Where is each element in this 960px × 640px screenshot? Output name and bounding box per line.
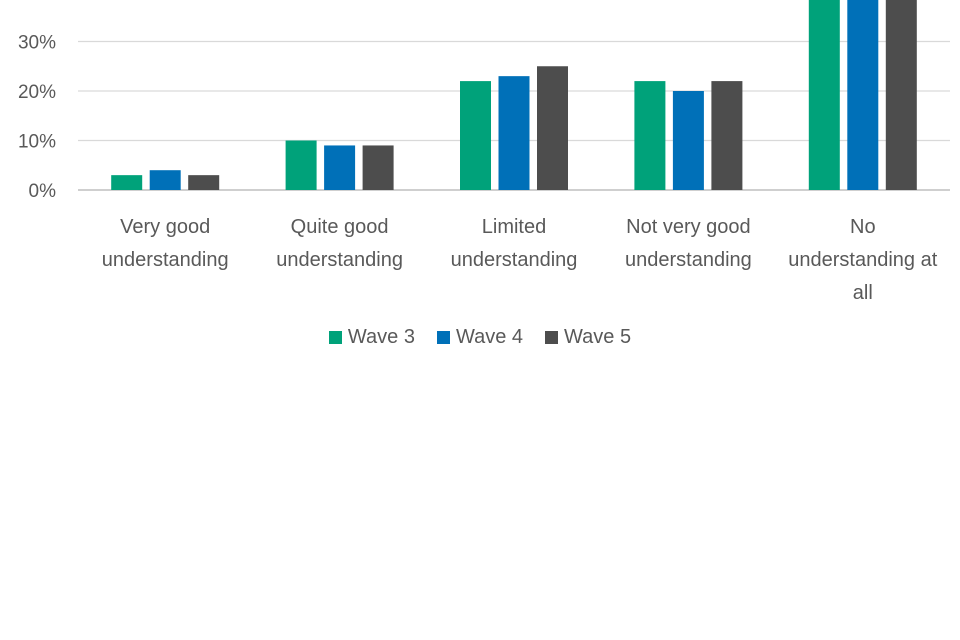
bar	[711, 81, 743, 190]
y-tick-label: 0%	[29, 181, 57, 202]
legend-swatch	[436, 331, 450, 344]
y-tick-label: 30%	[18, 33, 56, 54]
bar	[324, 145, 356, 190]
x-category-label: Limited understanding	[451, 216, 578, 271]
bar	[285, 140, 317, 190]
bar	[188, 175, 220, 190]
legend: Wave 3 Wave 4 Wave 5	[0, 326, 960, 349]
bar	[460, 81, 491, 190]
bar	[885, 0, 917, 190]
legend-label: Wave 5	[564, 326, 632, 348]
y-axis-ticks: 0% 10% 20% 30% 40%	[18, 0, 56, 202]
bar	[111, 175, 143, 190]
x-category-label: Quite good understanding	[276, 216, 403, 271]
legend-swatch	[328, 331, 342, 344]
legend-label: Wave 4	[455, 326, 524, 348]
legend-item: Wave 4	[436, 326, 524, 349]
bar	[149, 170, 181, 190]
bar	[362, 145, 394, 190]
bar	[537, 66, 568, 190]
bar	[634, 81, 666, 190]
bar	[498, 76, 530, 190]
x-category-label: Very good understanding	[102, 216, 229, 271]
x-category-label: Not very good understanding	[625, 216, 752, 271]
legend-item: Wave 5	[545, 326, 631, 349]
y-tick-label: 40%	[18, 0, 56, 4]
bar	[808, 0, 840, 191]
bar	[672, 91, 704, 190]
bar	[847, 0, 879, 191]
x-axis-labels: Very good understanding Quite good understa…	[102, 216, 938, 304]
bars	[111, 0, 917, 191]
legend-swatch	[545, 331, 559, 344]
legend-label: Wave 3	[347, 326, 415, 348]
x-category-label: No understanding at all	[788, 216, 937, 304]
y-tick-label: 20%	[18, 82, 56, 103]
y-tick-label: 10%	[18, 132, 56, 153]
legend-item: Wave 3	[328, 326, 415, 349]
